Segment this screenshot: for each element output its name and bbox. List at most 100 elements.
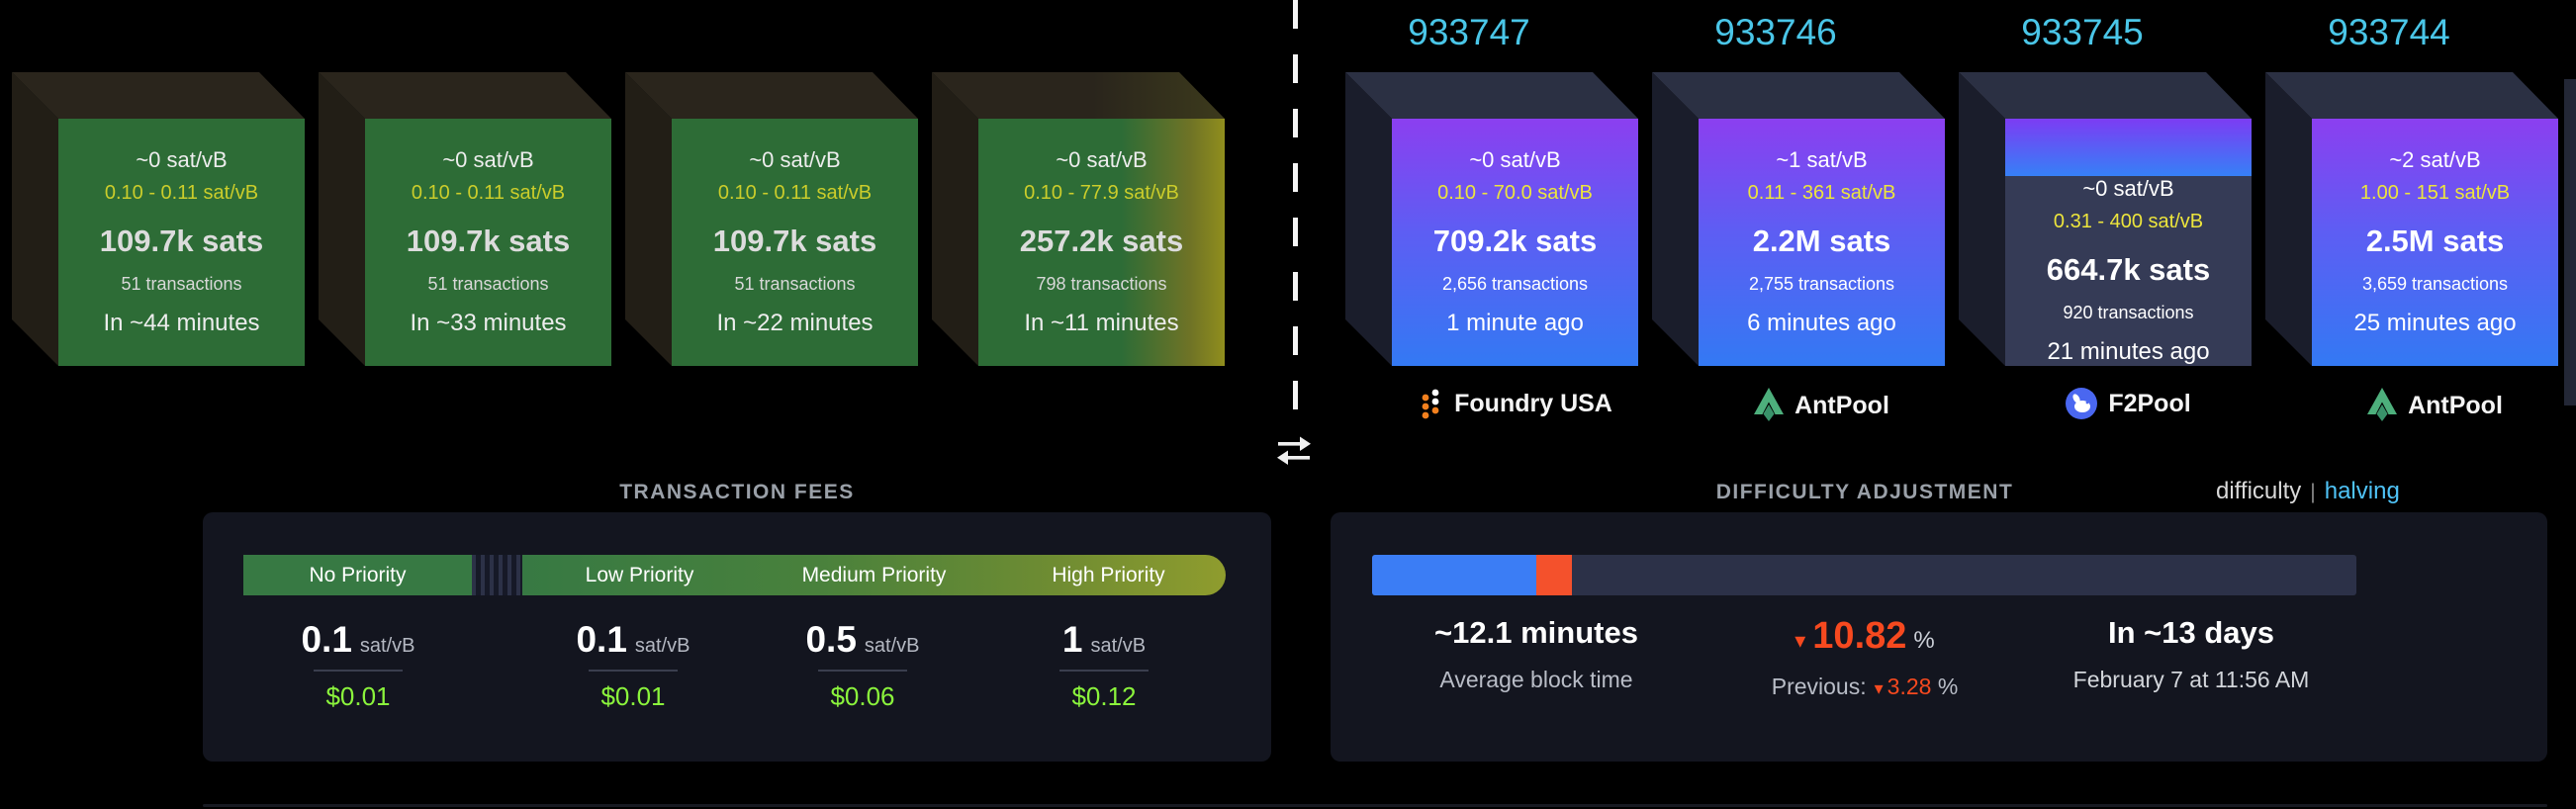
total-fees: 109.7k sats [99, 224, 264, 258]
blocks-mined-segment [1372, 555, 1537, 595]
block-left-face [625, 72, 672, 366]
fee-range: 0.10 - 77.9 sat/vB [1024, 182, 1179, 204]
block-front-face: ~0 sat/vB 0.10 - 77.9 sat/vB 257.2k sats… [978, 119, 1225, 366]
mined-time: 21 minutes ago [2047, 338, 2210, 365]
mempool-block-2[interactable]: ~0 sat/vB 0.10 - 0.11 sat/vB 109.7k sats… [319, 72, 611, 366]
fee-rate: 0.5 [805, 619, 857, 660]
f2pool-icon [2066, 388, 2098, 419]
block-top-face [1959, 72, 2252, 119]
antpool-icon [1754, 388, 1785, 423]
fee-usd: $0.12 [1071, 681, 1137, 711]
pool-name: F2Pool [2108, 389, 2191, 417]
median-fee: ~0 sat/vB [2082, 176, 2174, 201]
antpool-icon [2367, 388, 2398, 423]
block-eta: In ~22 minutes [716, 310, 874, 336]
mined-block-933745[interactable]: ~0 sat/vB 0.31 - 400 sat/vB 664.7k sats … [1959, 72, 2252, 366]
pool-link-f2pool[interactable]: F2Pool [2005, 388, 2252, 419]
block-front-face: ~0 sat/vB 0.31 - 400 sat/vB 664.7k sats … [2005, 119, 2252, 366]
median-fee: ~1 sat/vB [1776, 147, 1868, 172]
block-left-face [1959, 72, 2005, 366]
difficulty-change-value: 10.82 [1812, 615, 1907, 657]
divider: | [2310, 481, 2316, 503]
block-front-face: ~0 sat/vB 0.10 - 70.0 sat/vB 709.2k sats… [1392, 119, 1638, 366]
mined-time: 1 minute ago [1446, 310, 1584, 336]
difficulty-tab[interactable]: difficulty [2216, 478, 2302, 504]
block-front-face: ~0 sat/vB 0.10 - 0.11 sat/vB 109.7k sats… [365, 119, 611, 366]
total-fees: 109.7k sats [406, 224, 571, 258]
fee-rate: 0.1 [576, 619, 627, 660]
tx-count: 51 transactions [734, 274, 856, 294]
transaction-fees-panel: No Priority Low Priority Medium Priority… [203, 512, 1271, 762]
priority-bar-gap [472, 555, 522, 595]
pool-link-antpool[interactable]: AntPool [1699, 388, 1945, 423]
block-left-face [2265, 72, 2312, 366]
previous-label: Previous: [1771, 674, 1867, 699]
block-top-face [1652, 72, 1945, 119]
tx-count: 2,656 transactions [1441, 274, 1589, 294]
difficulty-halving-toggle: difficulty | halving [2216, 478, 2400, 505]
fee-usd: $0.01 [325, 681, 391, 711]
fee-unit: sat/vB [864, 635, 920, 657]
swap-direction-icon[interactable] [1274, 433, 1314, 469]
block-top-face [2265, 72, 2558, 119]
fees-panel-title: TRANSACTION FEES [619, 481, 855, 503]
mined-block-933746[interactable]: ~1 sat/vB 0.11 - 361 sat/vB 2.2M sats 2,… [1652, 72, 1945, 366]
mempool-block-1[interactable]: ~0 sat/vB 0.10 - 0.11 sat/vB 109.7k sats… [12, 72, 305, 366]
fee-range: 0.10 - 0.11 sat/vB [717, 182, 873, 204]
difficulty-change-stat: ▾ 10.82 % Previous: ▾ 3.28 % [1706, 615, 2023, 700]
fee-usd: $0.01 [600, 681, 666, 711]
fee-priority-bar: No Priority Low Priority Medium Priority… [243, 555, 1226, 595]
previous-change-value: 3.28 [1886, 674, 1932, 699]
mined-block-933747[interactable]: ~0 sat/vB 0.10 - 70.0 sat/vB 709.2k sats… [1345, 72, 1638, 366]
median-fee: ~0 sat/vB [1469, 147, 1561, 172]
fee-range: 0.10 - 70.0 sat/vB [1437, 182, 1593, 204]
fee-unit: sat/vB [359, 635, 415, 657]
tier-label: No Priority [309, 563, 407, 586]
pool-name: Foundry USA [1454, 389, 1612, 417]
mempool-block-4[interactable]: ~0 sat/vB 0.10 - 77.9 sat/vB 257.2k sats… [932, 72, 1225, 366]
retarget-date: February 7 at 11:56 AM [2072, 667, 2310, 692]
block-height-link[interactable]: 933744 [2328, 12, 2450, 52]
fee-range: 0.10 - 0.11 sat/vB [411, 182, 566, 204]
difficulty-epoch-progress-bar [1372, 555, 2356, 595]
total-fees: 2.2M sats [1752, 224, 1891, 258]
block-left-face [932, 72, 978, 366]
fee-unit: sat/vB [634, 635, 690, 657]
fee-range: 0.10 - 0.11 sat/vB [104, 182, 259, 204]
difficulty-panel-title: DIFFICULTY ADJUSTMENT [1715, 481, 2014, 503]
pool-link-foundry[interactable]: Foundry USA [1392, 388, 1638, 419]
tier-label: Low Priority [585, 563, 694, 586]
mempool-block-3[interactable]: ~0 sat/vB 0.10 - 0.11 sat/vB 109.7k sats… [625, 72, 918, 366]
pool-link-antpool[interactable]: AntPool [2312, 388, 2558, 423]
halving-tab[interactable]: halving [2324, 478, 2400, 504]
no-priority-segment: No Priority [243, 555, 472, 595]
fee-tier-high-priority: 1 sat/vB $0.12 [985, 619, 1223, 712]
percent-unit: % [1913, 627, 1935, 654]
tx-count: 51 transactions [427, 274, 549, 294]
tx-count: 3,659 transactions [2361, 274, 2509, 294]
fee-usd: $0.06 [830, 681, 895, 711]
block-height-link[interactable]: 933745 [2021, 12, 2144, 52]
fee-unit: sat/vB [1090, 635, 1147, 657]
mined-time: 25 minutes ago [2353, 310, 2517, 336]
pool-name: AntPool [2408, 391, 2503, 419]
difficulty-adjustment-panel: ~12.1 minutes Average block time ▾ 10.82… [1331, 512, 2547, 762]
avg-block-time-stat: ~12.1 minutes Average block time [1378, 615, 1695, 693]
block-height-link[interactable]: 933747 [1408, 12, 1530, 52]
block-front-face: ~0 sat/vB 0.10 - 0.11 sat/vB 109.7k sats… [672, 119, 918, 366]
total-fees: 257.2k sats [1019, 224, 1184, 258]
mined-block-933744[interactable]: ~2 sat/vB 1.00 - 151 sat/vB 2.5M sats 3,… [2265, 72, 2558, 366]
block-height-link[interactable]: 933746 [1714, 12, 1837, 52]
fee-tier-no-priority: 0.1 sat/vB $0.01 [239, 619, 477, 712]
block-top-face [625, 72, 918, 119]
block-top-face [1345, 72, 1638, 119]
fee-tier-low-priority: 0.1 sat/vB $0.01 [514, 619, 752, 712]
total-fees: 2.5M sats [2365, 224, 2505, 258]
block-left-face [1652, 72, 1699, 366]
block-top-face [319, 72, 611, 119]
fee-range: 0.11 - 361 sat/vB [1747, 182, 1896, 204]
total-fees: 109.7k sats [712, 224, 877, 258]
median-fee: ~0 sat/vB [442, 147, 534, 172]
avg-block-time-value: ~12.1 minutes [1434, 615, 1638, 650]
total-fees: 664.7k sats [2046, 252, 2211, 287]
